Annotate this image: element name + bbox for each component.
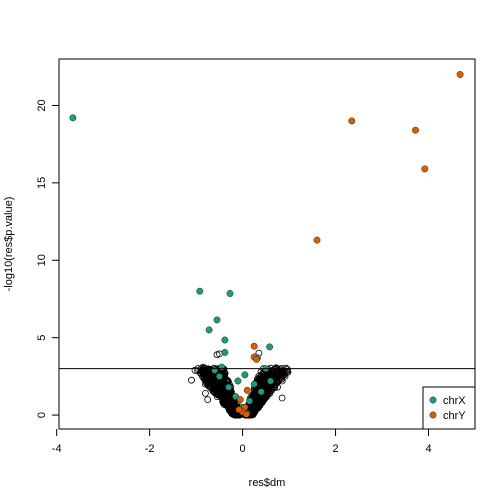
y-axis-label: -log10(res$p.value) [3, 197, 15, 292]
point-chrY [253, 355, 260, 363]
point-chrX [246, 397, 254, 405]
background-point [255, 402, 263, 410]
background-point [219, 392, 227, 399]
point-chrX [205, 326, 213, 334]
point-chrX [211, 366, 219, 374]
background-point [220, 396, 228, 404]
point-chrX [225, 383, 233, 391]
x-tick-label: 0 [240, 443, 246, 455]
y-tick-label: 5 [36, 335, 48, 341]
background-point [278, 394, 286, 402]
point-chrX [196, 287, 204, 295]
background-point [250, 403, 258, 411]
point-chrY [236, 396, 244, 403]
point-chrY [456, 71, 464, 78]
background-point [204, 367, 212, 375]
background-point [269, 372, 277, 380]
background-point [221, 399, 229, 407]
background-point [207, 384, 215, 392]
background-point [278, 377, 286, 385]
background-point [217, 381, 224, 389]
background-point [274, 378, 282, 386]
background-point [251, 388, 259, 396]
legend-marker-chrY [429, 411, 437, 419]
point-chrX [257, 388, 265, 396]
point-chrX [232, 393, 240, 400]
y-tick-label: 0 [36, 412, 48, 418]
background-point [252, 394, 260, 401]
background-point [280, 371, 288, 379]
point-chrY [313, 236, 321, 244]
y-tick-label: 10 [36, 254, 48, 266]
point-chrX [218, 363, 226, 371]
point-chrX [213, 316, 221, 324]
series-points [69, 71, 464, 418]
background-point [188, 376, 195, 384]
background-point [201, 380, 209, 388]
background-point [228, 403, 236, 411]
background-points [188, 349, 292, 419]
point-chrY [348, 117, 356, 125]
background-point [194, 367, 202, 375]
x-tick-label: -4 [52, 443, 62, 455]
point-chrX [241, 371, 249, 379]
point-chrX [234, 377, 242, 385]
background-point [227, 400, 234, 408]
point-chrX [221, 348, 229, 356]
legend: chrX chrY [422, 386, 476, 430]
point-chrY [235, 406, 243, 413]
legend-label-chrY: chrY [443, 410, 466, 422]
background-point [256, 398, 264, 406]
x-tick-label: 4 [425, 443, 431, 455]
legend-marker-chrX [429, 396, 437, 404]
background-point [272, 364, 280, 372]
plot-frame [58, 58, 476, 430]
point-chrY [412, 126, 419, 134]
x-tick-label: -2 [145, 443, 155, 455]
point-chrX [226, 290, 234, 297]
point-chrX [221, 336, 229, 344]
axes: -4 -2 0 2 4 0 5 10 15 20 res$dm -log10(res$p.value) [3, 58, 476, 489]
point-chrY [243, 386, 251, 394]
background-point [199, 363, 207, 371]
point-chrX [69, 114, 77, 122]
background-point [201, 389, 209, 397]
point-chrX [215, 372, 223, 380]
background-point [257, 372, 265, 380]
y-tick-label: 15 [36, 177, 48, 189]
background-point [204, 396, 212, 404]
point-chrX [250, 380, 258, 388]
y-tick-label: 20 [36, 99, 48, 111]
point-chrX [267, 377, 274, 385]
legend-box [422, 386, 476, 430]
point-chrY [421, 165, 429, 173]
x-axis-label: res$dm [249, 477, 286, 489]
legend-label-chrX: chrX [443, 395, 466, 407]
background-point [274, 383, 281, 391]
background-point [250, 406, 258, 413]
point-chrY [242, 410, 250, 418]
background-point [217, 390, 225, 398]
point-chrY [250, 342, 258, 350]
x-tick-label: 2 [332, 443, 338, 455]
point-chrX [266, 343, 273, 351]
background-point [204, 375, 212, 383]
background-point [260, 395, 268, 403]
